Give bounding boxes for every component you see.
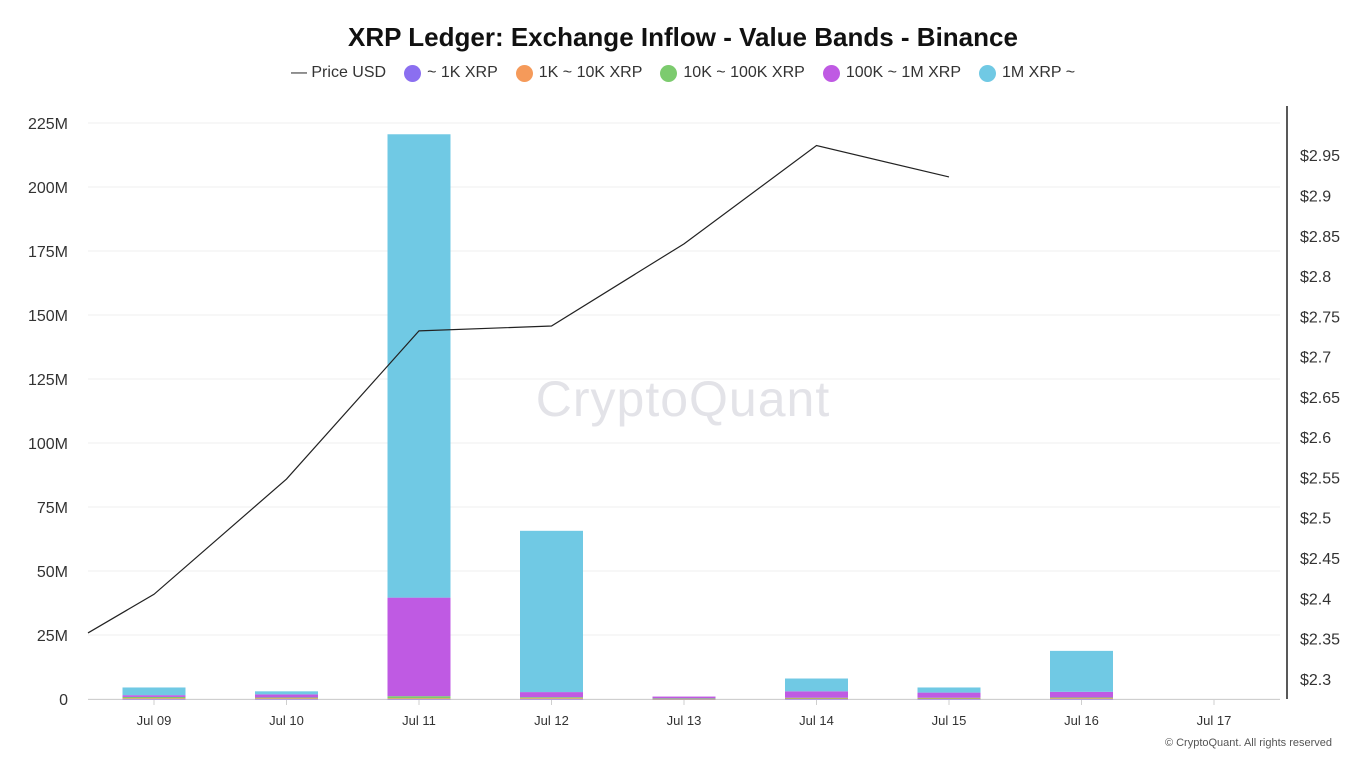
y-left-tick-label: 75M — [37, 500, 68, 517]
bar-segment-band-3 — [255, 694, 318, 698]
y-right-tick-label: $2.65 — [1300, 390, 1340, 407]
bar-segment-band-1 — [1050, 698, 1113, 700]
copyright-notice: © CryptoQuant. All rights reserved — [1164, 737, 1332, 749]
y-right-tick-label: $2.45 — [1300, 551, 1340, 568]
bar-segment-band-4 — [122, 687, 186, 696]
legend-item-price-usd[interactable]: — Price USD — [291, 64, 386, 82]
x-tick-label: Jul 09 — [137, 713, 172, 728]
bar-segment-band-2 — [387, 696, 451, 699]
y-right-tick-label: $2.4 — [1300, 591, 1331, 608]
y-right-tick-label: $2.3 — [1300, 672, 1331, 689]
legend-dot-icon — [660, 64, 678, 82]
legend-item-band-1[interactable]: 1K ~ 10K XRP — [515, 64, 643, 82]
bar-segment-band-2 — [652, 698, 716, 700]
legend-item-band-4[interactable]: 1M XRP ~ — [978, 64, 1076, 82]
bar-segment-band-0 — [785, 698, 848, 700]
y-right-tick-label: $2.5 — [1300, 511, 1331, 528]
bar-segment-band-3 — [917, 692, 981, 698]
bar-segment-band-0 — [1050, 698, 1113, 700]
bar-segment-band-0 — [917, 698, 981, 700]
bar-segment-band-2 — [785, 697, 848, 699]
y-right-tick-label: $2.7 — [1300, 350, 1331, 367]
price-usd-line — [87, 144, 950, 634]
x-tick-label: Jul 10 — [269, 713, 304, 728]
y-left-tick-label: 125M — [28, 372, 68, 389]
y-right-tick-label: $2.6 — [1300, 430, 1331, 447]
bar-segment-band-0 — [255, 698, 318, 700]
x-tick-label: Jul 16 — [1064, 713, 1099, 728]
legend-dot-icon — [404, 64, 422, 82]
bar-segment-band-4 — [1050, 650, 1113, 692]
y-right-tick-label: $2.75 — [1300, 309, 1340, 326]
x-tick-label: Jul 17 — [1197, 713, 1232, 728]
x-tick-label: Jul 13 — [667, 713, 702, 728]
bar-segment-band-1 — [785, 698, 848, 700]
bar-segment-band-3 — [785, 691, 848, 698]
legend-dot-icon — [822, 64, 840, 82]
bar-segment-band-2 — [1050, 697, 1113, 699]
legend-label-price-usd: — Price USD — [290, 64, 387, 81]
legend-item-band-2[interactable]: 10K ~ 100K XRP — [660, 64, 805, 82]
bar-segment-band-0 — [122, 698, 186, 700]
y-left-tick-label: 50M — [37, 564, 68, 581]
y-right-tick-label: $2.95 — [1300, 148, 1340, 165]
legend-item-band-3[interactable]: 100K ~ 1M XRP — [822, 64, 961, 82]
y-left-tick-label: 25M — [37, 628, 68, 645]
bar-segment-band-3 — [387, 597, 451, 697]
bar-segment-band-3 — [1050, 691, 1113, 698]
bar-segment-band-4 — [387, 134, 451, 598]
y-right-tick-label: $2.9 — [1300, 189, 1331, 206]
y-left-tick-label: 175M — [28, 244, 68, 261]
y-left-tick-label: 0 — [59, 692, 68, 709]
bar-segment-band-4 — [255, 691, 318, 695]
bar-segment-band-3 — [122, 695, 186, 697]
y-right-tick-label: $2.55 — [1300, 470, 1340, 487]
legend-label-band-2: 10K ~ 100K XRP — [683, 64, 805, 81]
y-right-tick-label: $2.85 — [1300, 229, 1340, 246]
legend-label-band-1: 1K ~ 10K XRP — [538, 64, 643, 81]
watermark-logo: CryptoQuant — [535, 371, 831, 427]
y-left-tick-label: 200M — [28, 180, 68, 197]
bar-segment-band-1 — [255, 698, 318, 700]
bar-segment-band-1 — [917, 698, 981, 700]
x-tick-label: Jul 12 — [534, 713, 569, 728]
y-left-tick-label: 100M — [28, 436, 68, 453]
y-left-tick-label: 225M — [28, 116, 68, 133]
y-right-tick-label: $2.35 — [1300, 632, 1340, 649]
bar-segment-band-4 — [917, 687, 981, 693]
bar-segment-band-1 — [122, 698, 186, 700]
legend-item-band-0[interactable]: ~ 1K XRP — [404, 64, 498, 82]
legend-label-band-0: ~ 1K XRP — [427, 64, 498, 81]
bar-segment-band-2 — [122, 696, 186, 699]
bar-segment-band-4 — [520, 530, 583, 693]
bar-segment-band-1 — [520, 698, 583, 700]
bar-segment-band-4 — [785, 678, 848, 692]
bar-segment-band-2 — [917, 697, 981, 699]
legend-dot-icon — [978, 64, 996, 82]
legend-dot-icon — [515, 64, 533, 82]
chart-legend: — Price USD ~ 1K XRP 1K ~ 10K XRP 10K ~ … — [0, 64, 1366, 82]
legend-label-band-4: 1M XRP ~ — [1001, 64, 1076, 81]
bar-segment-band-1 — [387, 698, 451, 700]
x-tick-label: Jul 15 — [932, 713, 967, 728]
bar-segment-band-3 — [652, 696, 716, 699]
bar-segment-band-0 — [520, 698, 583, 700]
bar-segment-band-2 — [520, 697, 583, 699]
bar-segment-band-0 — [387, 698, 451, 700]
x-tick-label: Jul 11 — [402, 713, 436, 728]
y-left-tick-label: 150M — [28, 308, 68, 325]
chart-title: XRP Ledger: Exchange Inflow - Value Band… — [348, 22, 1018, 52]
legend-label-band-3: 100K ~ 1M XRP — [845, 64, 961, 81]
bar-segment-band-2 — [255, 697, 318, 699]
y-right-tick-label: $2.8 — [1300, 269, 1331, 286]
x-tick-label: Jul 14 — [799, 713, 834, 728]
bar-segment-band-3 — [520, 692, 583, 698]
